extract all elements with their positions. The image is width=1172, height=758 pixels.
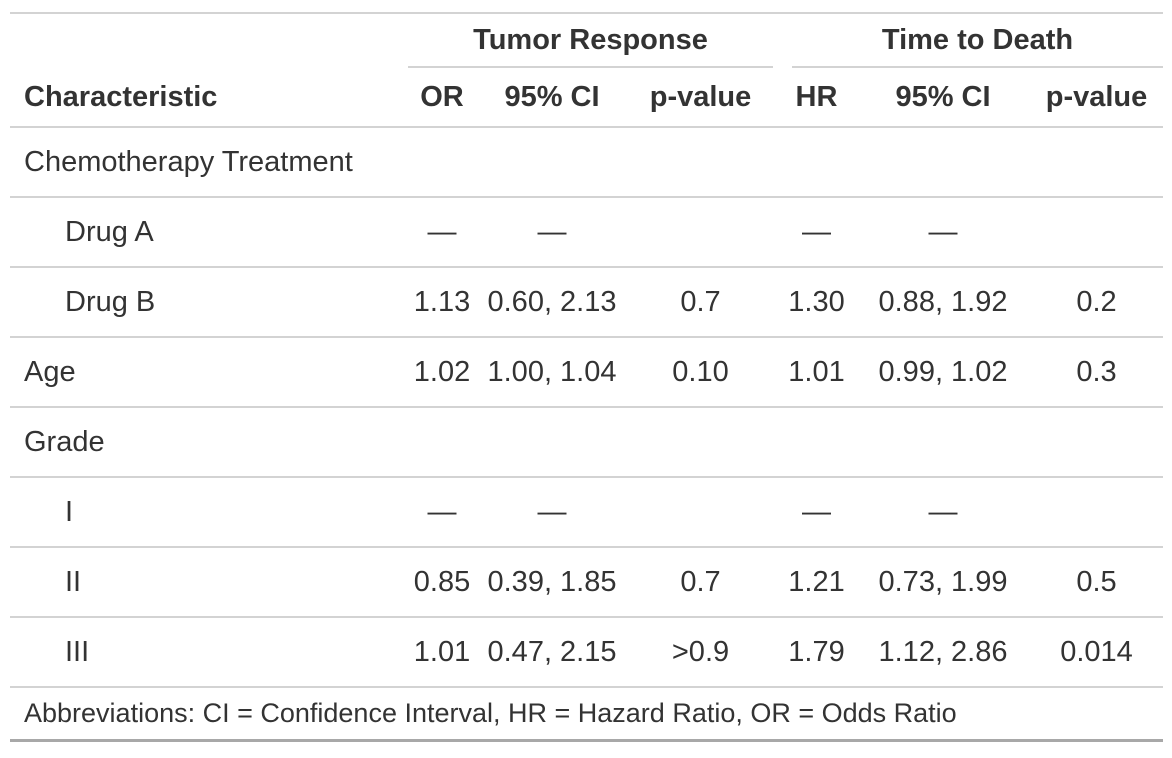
row-label: Grade	[10, 407, 404, 478]
cell-hr: —	[777, 477, 856, 548]
cell-ci-death: —	[856, 477, 1030, 548]
cell-hr: 1.30	[777, 267, 856, 338]
cell-hr: 1.79	[777, 617, 856, 688]
table-row-grade-2: II 0.85 0.39, 1.85 0.7 1.21 0.73, 1.99 0…	[10, 547, 1164, 618]
spanner-row: Tumor Response Time to Death	[10, 13, 1164, 68]
cell-or: —	[404, 197, 480, 268]
cell-pvalue-death	[1030, 407, 1164, 478]
cell-or: —	[404, 477, 480, 548]
cell-pvalue-death: 0.014	[1030, 617, 1164, 688]
row-label: Drug B	[10, 267, 404, 338]
cell-pvalue-tumor: 0.10	[624, 337, 777, 408]
cell-ci-death	[856, 407, 1030, 478]
spanner-time-to-death: Time to Death	[777, 13, 1164, 68]
cell-hr	[777, 407, 856, 478]
cell-pvalue-death: 0.2	[1030, 267, 1164, 338]
cell-ci-tumor: 1.00, 1.04	[480, 337, 624, 408]
cell-ci-death: 0.99, 1.02	[856, 337, 1030, 408]
cell-pvalue-tumor: >0.9	[624, 617, 777, 688]
spanner-spacer	[10, 13, 404, 68]
cell-pvalue-death	[1030, 127, 1164, 198]
cell-or: 1.01	[404, 617, 480, 688]
cell-ci-tumor: —	[480, 197, 624, 268]
table-row-drug-a: Drug A — — — —	[10, 197, 1164, 268]
cell-ci-tumor: 0.39, 1.85	[480, 547, 624, 618]
cell-or	[404, 127, 480, 198]
spanner-tumor-response: Tumor Response	[404, 13, 777, 68]
cell-ci-death: 0.88, 1.92	[856, 267, 1030, 338]
table-row-chemotherapy: Chemotherapy Treatment	[10, 127, 1164, 198]
cell-pvalue-death: 0.5	[1030, 547, 1164, 618]
spanner-time-to-death-label: Time to Death	[792, 14, 1164, 68]
cell-pvalue-tumor	[624, 477, 777, 548]
column-header-ci-death: 95% CI	[856, 68, 1030, 128]
table-row-drug-b: Drug B 1.13 0.60, 2.13 0.7 1.30 0.88, 1.…	[10, 267, 1164, 338]
row-label: Age	[10, 337, 404, 408]
cell-ci-death	[856, 127, 1030, 198]
cell-hr	[777, 127, 856, 198]
cell-pvalue-tumor	[624, 127, 777, 198]
spanner-tumor-response-label: Tumor Response	[408, 14, 773, 68]
table-row-grade: Grade	[10, 407, 1164, 478]
cell-ci-tumor	[480, 127, 624, 198]
column-header-row: Characteristic OR 95% CI p-value HR 95% …	[10, 68, 1164, 128]
column-header-characteristic: Characteristic	[10, 68, 404, 128]
cell-pvalue-death	[1030, 197, 1164, 268]
cell-ci-tumor: 0.60, 2.13	[480, 267, 624, 338]
cell-hr: —	[777, 197, 856, 268]
table-row-grade-1: I — — — —	[10, 477, 1164, 548]
cell-or	[404, 407, 480, 478]
row-label: I	[10, 477, 404, 548]
cell-pvalue-death: 0.3	[1030, 337, 1164, 408]
summary-table: Tumor Response Time to Death Characteris…	[10, 12, 1164, 742]
cell-pvalue-death	[1030, 477, 1164, 548]
cell-hr: 1.21	[777, 547, 856, 618]
cell-hr: 1.01	[777, 337, 856, 408]
regression-results-table: Tumor Response Time to Death Characteris…	[10, 12, 1164, 742]
table-row-grade-3: III 1.01 0.47, 2.15 >0.9 1.79 1.12, 2.86…	[10, 617, 1164, 688]
cell-pvalue-tumor	[624, 197, 777, 268]
cell-pvalue-tumor: 0.7	[624, 547, 777, 618]
column-header-pvalue-tumor: p-value	[624, 68, 777, 128]
column-header-ci-tumor: 95% CI	[480, 68, 624, 128]
cell-ci-tumor: 0.47, 2.15	[480, 617, 624, 688]
cell-or: 0.85	[404, 547, 480, 618]
cell-ci-tumor: —	[480, 477, 624, 548]
abbreviations-footnote: Abbreviations: CI = Confidence Interval,…	[10, 687, 1164, 742]
column-header-pvalue-death: p-value	[1030, 68, 1164, 128]
table-row-age: Age 1.02 1.00, 1.04 0.10 1.01 0.99, 1.02…	[10, 337, 1164, 408]
footnote-row: Abbreviations: CI = Confidence Interval,…	[10, 687, 1164, 742]
row-label: Drug A	[10, 197, 404, 268]
row-label: III	[10, 617, 404, 688]
cell-or: 1.02	[404, 337, 480, 408]
column-header-or: OR	[404, 68, 480, 128]
cell-ci-death: 1.12, 2.86	[856, 617, 1030, 688]
cell-or: 1.13	[404, 267, 480, 338]
row-label: Chemotherapy Treatment	[10, 127, 404, 198]
cell-ci-tumor	[480, 407, 624, 478]
cell-ci-death: 0.73, 1.99	[856, 547, 1030, 618]
cell-pvalue-tumor: 0.7	[624, 267, 777, 338]
row-label: II	[10, 547, 404, 618]
column-header-hr: HR	[777, 68, 856, 128]
cell-pvalue-tumor	[624, 407, 777, 478]
cell-ci-death: —	[856, 197, 1030, 268]
